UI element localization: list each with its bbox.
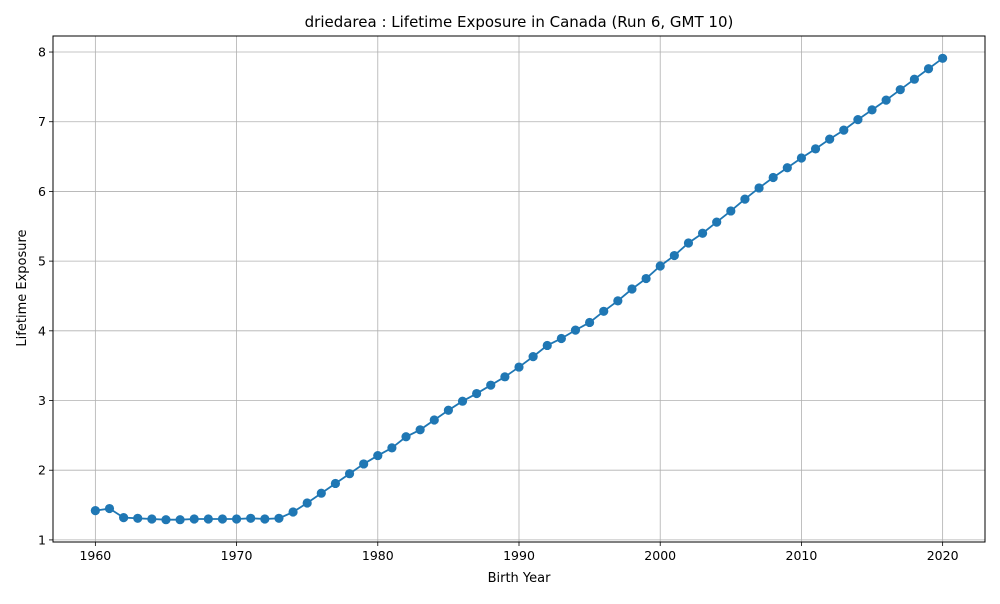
data-point [161,515,171,525]
data-point [288,507,298,517]
data-point [217,514,228,524]
data-point [683,238,694,248]
data-point [401,432,411,442]
data-point [387,443,397,453]
chart-title: driedarea : Lifetime Exposure in Canada … [305,13,734,31]
y-tick-label: 4 [38,323,46,338]
data-point [457,396,468,406]
data-point [768,172,778,183]
x-tick-label: 1970 [221,548,253,563]
data-point [867,105,877,115]
data-point [359,459,369,469]
x-tick-label: 1980 [362,548,394,563]
axis-ticks: 1960 1970 1980 1990 2000 2010 2020 1 2 3 4 5 6 7 8 [38,45,959,563]
data-point [782,163,792,173]
data-point [133,513,143,523]
data-point [260,514,270,524]
plot-frame [52,35,986,543]
x-tick-label: 2000 [644,548,676,563]
data-point [330,478,341,489]
data-point [175,515,185,525]
data-point [712,217,722,227]
x-tick-label: 1990 [503,548,535,563]
data-point [740,194,750,204]
data-point [881,95,891,105]
data-point [246,513,256,523]
data-point [556,333,566,344]
data-point [853,115,863,125]
data-point [147,514,157,524]
x-tick-label: 2010 [786,548,818,563]
y-tick-label: 8 [38,45,46,60]
data-point [825,134,835,144]
data-point [472,388,482,399]
data-point [726,206,736,216]
y-tick-label: 7 [38,114,46,129]
data-point [443,405,453,415]
data-point [810,144,821,154]
y-tick-label: 5 [38,254,46,269]
data-point [302,498,312,508]
data-point [641,273,651,284]
data-point [754,183,764,193]
data-point [909,74,919,84]
data-point [627,284,637,294]
data-point [514,362,524,372]
data-points [90,53,948,525]
data-point [415,425,425,435]
x-axis-label: Birth Year [488,571,552,586]
y-tick-label: 2 [38,463,46,478]
data-point [655,261,665,271]
y-tick-label: 3 [38,393,46,408]
y-tick-label: 6 [38,184,46,199]
data-point [528,352,538,362]
data-point [585,317,595,328]
data-point [231,514,242,524]
y-tick-label: 1 [38,532,46,547]
data-point [613,296,623,306]
grid [53,36,985,542]
data-point [90,506,100,516]
data-point [895,85,905,95]
data-point [429,415,439,425]
data-point [500,372,510,382]
data-point [542,340,552,351]
data-point [839,125,849,135]
data-point [599,306,609,316]
data-point [189,514,199,524]
data-point [119,513,129,523]
data-point [923,64,934,74]
x-tick-label: 2020 [927,548,959,563]
data-point [274,513,284,523]
data-point [104,503,115,514]
data-point [203,514,213,524]
data-point [373,450,383,461]
y-axis-label: Lifetime Exposure [15,229,30,346]
x-tick-label: 1960 [79,548,111,563]
data-point [938,53,948,63]
data-point [570,325,581,335]
data-point [796,153,807,163]
data-point [344,469,355,479]
data-point [669,250,679,261]
data-point [697,228,708,238]
data-point [486,380,496,390]
data-point [316,488,326,498]
